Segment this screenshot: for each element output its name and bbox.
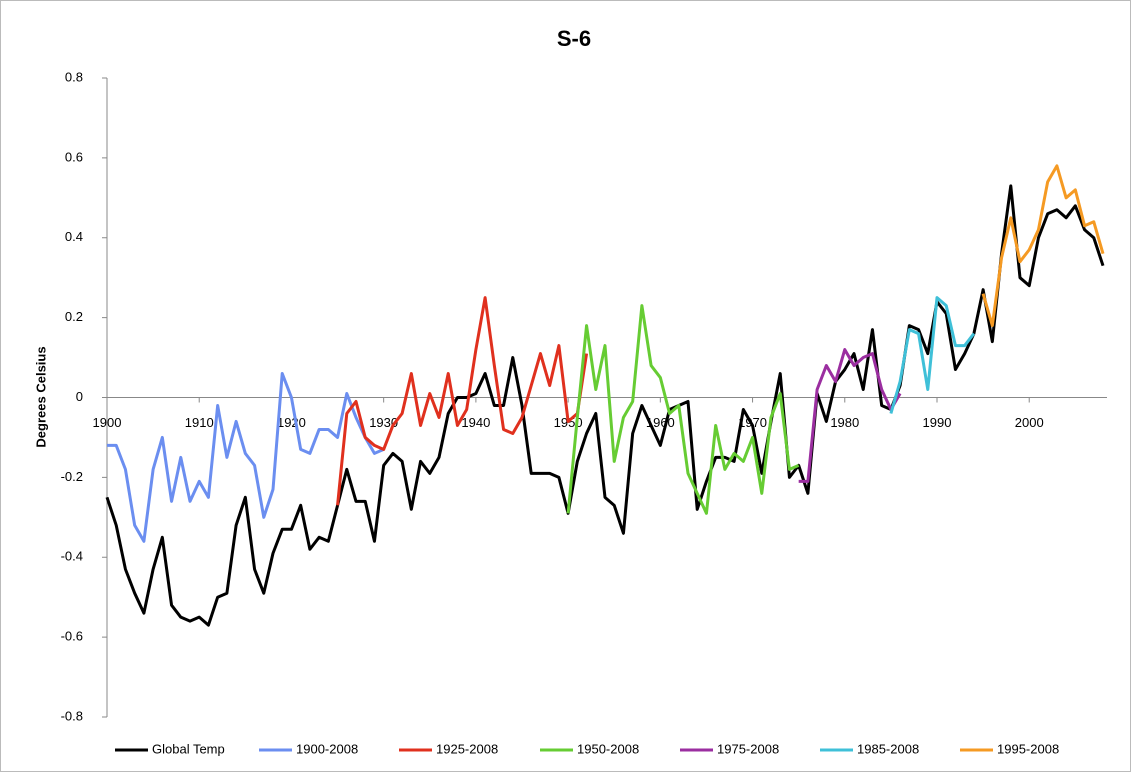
x-tick-label: 1930 [369,415,398,430]
y-tick-label: 0 [76,389,83,404]
x-tick-label: 2000 [1015,415,1044,430]
x-tick-label: 1920 [277,415,306,430]
x-tick-label: 1910 [185,415,214,430]
y-tick-label: 0.4 [65,229,83,244]
legend-label: 1995-2008 [997,741,1059,756]
x-tick-label: 1900 [93,415,122,430]
y-axis-label: Degrees Celsius [33,346,48,447]
series-line [107,372,385,543]
series-line [566,304,800,515]
x-tick-label: 1990 [923,415,952,430]
series-line [798,348,902,483]
y-tick-label: 0.8 [65,69,83,84]
legend-label: 1950-2008 [577,741,639,756]
x-tick-label: 1980 [830,415,859,430]
y-tick-label: -0.2 [61,469,83,484]
legend-label: 1900-2008 [296,741,358,756]
series-line [889,296,976,414]
x-tick-label: 1970 [738,415,767,430]
y-tick-label: 0.2 [65,309,83,324]
x-tick-label: 1940 [461,415,490,430]
y-tick-label: -0.6 [61,629,83,644]
y-tick-label: 0.6 [65,149,83,164]
legend-label: 1985-2008 [857,741,919,756]
legend-label: 1975-2008 [717,741,779,756]
legend-label: 1925-2008 [436,741,498,756]
y-tick-label: -0.8 [61,708,83,723]
series-line [336,296,589,506]
series-line [981,164,1105,328]
chart-title: S-6 [557,26,591,51]
y-tick-label: -0.4 [61,549,83,564]
legend-label: Global Temp [152,741,225,756]
